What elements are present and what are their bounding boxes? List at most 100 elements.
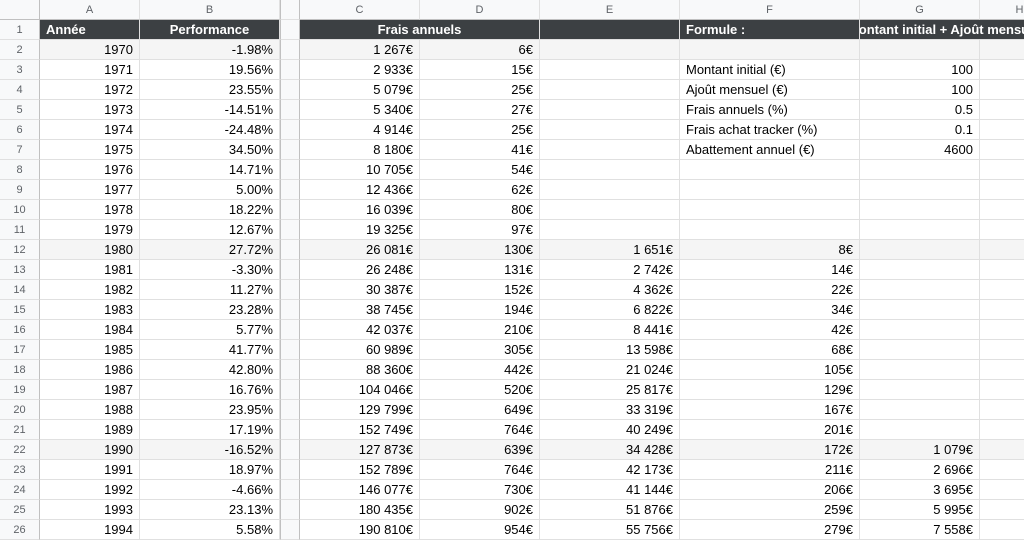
row-header-17[interactable]: 17 [0,340,40,360]
cell-perf-18[interactable]: 42.80% [140,360,280,380]
cell-d-22[interactable]: 639€ [420,440,540,460]
cell-perf-7[interactable]: 34.50% [140,140,280,160]
cell-e-6[interactable] [540,120,680,140]
cell-perf-13[interactable]: -3.30% [140,260,280,280]
cell-f-24[interactable]: 206€ [680,480,860,500]
cell-e-7[interactable] [540,140,680,160]
param-value-2[interactable]: 0.5 [860,100,980,120]
row-header-15[interactable]: 15 [0,300,40,320]
cell-perf-22[interactable]: -16.52% [140,440,280,460]
cell-perf-25[interactable]: 23.13% [140,500,280,520]
cell-f-23[interactable]: 211€ [680,460,860,480]
cell-c-23[interactable]: 152 789€ [300,460,420,480]
header-formula-text[interactable]: (Montant initial + Ajoût mensuel * 12 * [860,20,1024,40]
cell-h-5[interactable] [980,100,1024,120]
cell-g-12[interactable] [860,240,980,260]
cell-perf-11[interactable]: 12.67% [140,220,280,240]
cell-c-14[interactable]: 30 387€ [300,280,420,300]
cell-e-11[interactable] [540,220,680,240]
cell-e-10[interactable] [540,200,680,220]
header-formule[interactable]: Formule : [680,20,860,40]
cell-year-16[interactable]: 1984 [40,320,140,340]
cell-year-7[interactable]: 1975 [40,140,140,160]
cell-year-9[interactable]: 1977 [40,180,140,200]
cell-perf-8[interactable]: 14.71% [140,160,280,180]
row-header-21[interactable]: 21 [0,420,40,440]
row-header-12[interactable]: 12 [0,240,40,260]
cell-e-8[interactable] [540,160,680,180]
cell-h-13[interactable] [980,260,1024,280]
cell-c-4[interactable]: 5 079€ [300,80,420,100]
row-header-25[interactable]: 25 [0,500,40,520]
cell-e-26[interactable]: 55 756€ [540,520,680,540]
cell-g-23[interactable]: 2 696€ [860,460,980,480]
cell-f-2[interactable] [680,40,860,60]
cell-c-16[interactable]: 42 037€ [300,320,420,340]
cell-e-24[interactable]: 41 144€ [540,480,680,500]
row-header-2[interactable]: 2 [0,40,40,60]
row-header-26[interactable]: 26 [0,520,40,540]
param-value-1[interactable]: 100 [860,80,980,100]
cell-g-15[interactable] [860,300,980,320]
header-e[interactable] [540,20,680,40]
cell-e-23[interactable]: 42 173€ [540,460,680,480]
cell-c-10[interactable]: 16 039€ [300,200,420,220]
cell-year-20[interactable]: 1988 [40,400,140,420]
cell-year-25[interactable]: 1993 [40,500,140,520]
cell-d-19[interactable]: 520€ [420,380,540,400]
cell-e-25[interactable]: 51 876€ [540,500,680,520]
cell-year-23[interactable]: 1991 [40,460,140,480]
column-header-g[interactable]: G [860,0,980,20]
cell-h-22[interactable]: 5€ [980,440,1024,460]
cell-h-18[interactable] [980,360,1024,380]
cell-e-9[interactable] [540,180,680,200]
cell-d-26[interactable]: 954€ [420,520,540,540]
cell-f-17[interactable]: 68€ [680,340,860,360]
param-label-2[interactable]: Frais annuels (%) [680,100,860,120]
cell-g-16[interactable] [860,320,980,340]
cell-e-16[interactable]: 8 441€ [540,320,680,340]
cell-e-12[interactable]: 1 651€ [540,240,680,260]
row-header-22[interactable]: 22 [0,440,40,460]
cell-c-8[interactable]: 10 705€ [300,160,420,180]
cell-g-19[interactable] [860,380,980,400]
column-header-b[interactable]: B [140,0,280,20]
cell-d-2[interactable]: 6€ [420,40,540,60]
cell-d-5[interactable]: 27€ [420,100,540,120]
row-header-11[interactable]: 11 [0,220,40,240]
cell-e-3[interactable] [540,60,680,80]
header-frais-annuels[interactable]: Frais annuels [300,20,540,40]
cell-d-21[interactable]: 764€ [420,420,540,440]
row-header-1[interactable]: 1 [0,20,40,40]
cell-d-13[interactable]: 131€ [420,260,540,280]
cell-h-8[interactable] [980,160,1024,180]
cell-f-12[interactable]: 8€ [680,240,860,260]
row-header-23[interactable]: 23 [0,460,40,480]
cell-perf-21[interactable]: 17.19% [140,420,280,440]
column-header-a[interactable]: A [40,0,140,20]
cell-d-3[interactable]: 15€ [420,60,540,80]
row-header-9[interactable]: 9 [0,180,40,200]
cell-e-15[interactable]: 6 822€ [540,300,680,320]
cell-f-16[interactable]: 42€ [680,320,860,340]
cell-d-24[interactable]: 730€ [420,480,540,500]
cell-year-26[interactable]: 1994 [40,520,140,540]
column-header-f[interactable]: F [680,0,860,20]
cell-h-19[interactable] [980,380,1024,400]
param-label-4[interactable]: Abattement annuel (€) [680,140,860,160]
cell-perf-6[interactable]: -24.48% [140,120,280,140]
row-header-14[interactable]: 14 [0,280,40,300]
cell-h-2[interactable] [980,40,1024,60]
cell-c-5[interactable]: 5 340€ [300,100,420,120]
cell-f-22[interactable]: 172€ [680,440,860,460]
cell-e-14[interactable]: 4 362€ [540,280,680,300]
column-header-c[interactable]: C [300,0,420,20]
row-header-13[interactable]: 13 [0,260,40,280]
cell-h-26[interactable]: 38€ [980,520,1024,540]
cell-h-23[interactable]: 13€ [980,460,1024,480]
cell-perf-15[interactable]: 23.28% [140,300,280,320]
cell-perf-4[interactable]: 23.55% [140,80,280,100]
cell-c-7[interactable]: 8 180€ [300,140,420,160]
header-performance[interactable]: Performance [140,20,280,40]
cell-f-13[interactable]: 14€ [680,260,860,280]
